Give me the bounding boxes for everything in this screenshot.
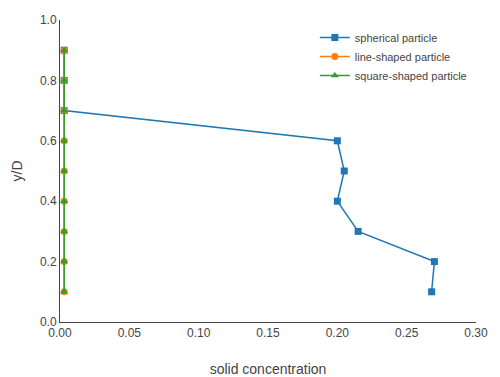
- svg-text:spherical particle: spherical particle: [355, 32, 438, 44]
- svg-text:0.10: 0.10: [187, 326, 211, 340]
- svg-text:square-shaped particle: square-shaped particle: [355, 70, 467, 82]
- svg-text:0.30: 0.30: [464, 326, 488, 340]
- svg-text:0.05: 0.05: [118, 326, 142, 340]
- svg-text:solid concentration: solid concentration: [210, 361, 327, 377]
- svg-text:1.0: 1.0: [40, 13, 57, 27]
- svg-text:0.2: 0.2: [40, 255, 57, 269]
- svg-text:0.15: 0.15: [256, 326, 280, 340]
- svg-text:0.6: 0.6: [40, 134, 57, 148]
- svg-text:line-shaped particle: line-shaped particle: [355, 51, 450, 63]
- svg-text:0.0: 0.0: [40, 315, 57, 329]
- svg-text:0.4: 0.4: [40, 194, 57, 208]
- svg-text:0.20: 0.20: [326, 326, 350, 340]
- svg-text:0.00: 0.00: [48, 326, 72, 340]
- svg-text:0.8: 0.8: [40, 74, 57, 88]
- svg-text:y/D: y/D: [9, 161, 25, 182]
- svg-text:0.25: 0.25: [395, 326, 419, 340]
